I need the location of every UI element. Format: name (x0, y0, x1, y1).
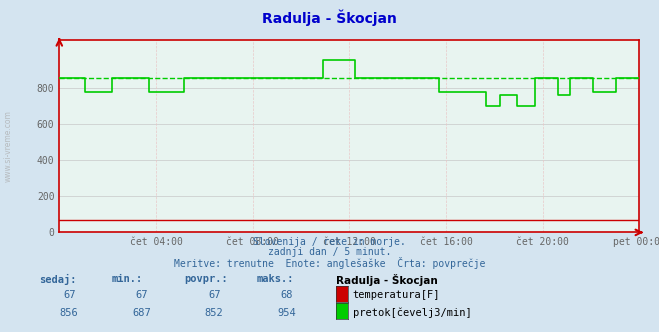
Text: Meritve: trenutne  Enote: anglešaške  Črta: povprečje: Meritve: trenutne Enote: anglešaške Črta… (174, 257, 485, 269)
Text: temperatura[F]: temperatura[F] (353, 290, 440, 300)
Text: 954: 954 (277, 308, 296, 318)
Text: 67: 67 (208, 290, 220, 300)
Text: www.si-vreme.com: www.si-vreme.com (4, 110, 13, 182)
Text: Radulja - Škocjan: Radulja - Škocjan (262, 10, 397, 27)
Text: 68: 68 (281, 290, 293, 300)
Text: Radulja - Škocjan: Radulja - Škocjan (336, 274, 438, 286)
Text: 67: 67 (136, 290, 148, 300)
Text: Slovenija / reke in morje.: Slovenija / reke in morje. (253, 237, 406, 247)
Text: 67: 67 (63, 290, 75, 300)
Text: min.:: min.: (112, 274, 143, 284)
Text: zadnji dan / 5 minut.: zadnji dan / 5 minut. (268, 247, 391, 257)
Text: 687: 687 (132, 308, 151, 318)
Text: povpr.:: povpr.: (185, 274, 228, 284)
Text: 856: 856 (60, 308, 78, 318)
Text: sedaj:: sedaj: (40, 274, 77, 285)
Text: maks.:: maks.: (257, 274, 295, 284)
Text: pretok[čevelj3/min]: pretok[čevelj3/min] (353, 308, 471, 318)
Text: 852: 852 (205, 308, 223, 318)
